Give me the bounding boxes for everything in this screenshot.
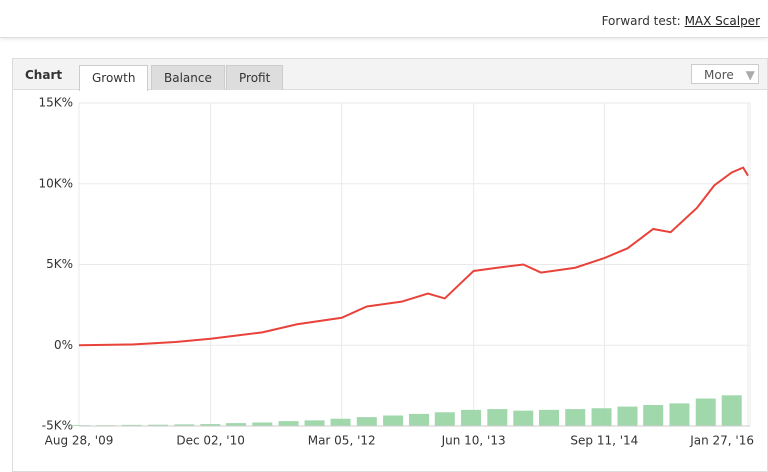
bar bbox=[304, 420, 325, 426]
bar bbox=[278, 421, 299, 426]
x-tick-label: Dec 02, '10 bbox=[176, 434, 245, 448]
x-tick-label: Jun 10, '13 bbox=[441, 434, 506, 448]
tab[interactable]: Profit bbox=[226, 65, 284, 90]
bar bbox=[174, 424, 195, 426]
bar bbox=[148, 424, 169, 426]
bar bbox=[591, 408, 612, 426]
bar bbox=[487, 409, 508, 426]
y-tick-label: 15K% bbox=[38, 96, 73, 110]
tab-bar: Chart Growth Balance Profit More ▼ bbox=[13, 59, 767, 91]
bar bbox=[434, 412, 455, 426]
bar bbox=[330, 418, 351, 426]
bar bbox=[695, 398, 716, 426]
y-tick-label: 5K% bbox=[46, 257, 73, 271]
label: Forward test: bbox=[601, 14, 681, 28]
bar bbox=[669, 403, 690, 426]
top-bar: Forward test: MAX Scalper bbox=[0, 0, 768, 38]
bar bbox=[565, 409, 586, 426]
bar bbox=[721, 395, 742, 426]
bar bbox=[643, 405, 664, 426]
y-tick-label: -5K% bbox=[42, 419, 73, 433]
bar bbox=[383, 415, 404, 426]
forward-test: Forward test: MAX Scalper bbox=[602, 14, 760, 28]
bar bbox=[513, 410, 534, 426]
bar bbox=[461, 409, 482, 426]
more-button[interactable]: More ▼ bbox=[691, 64, 759, 84]
bar bbox=[409, 413, 430, 426]
bar bbox=[200, 424, 221, 426]
x-tick-label: Sep 11, '14 bbox=[570, 434, 638, 448]
bar bbox=[121, 424, 142, 426]
link[interactable]: MAX Scalper bbox=[684, 14, 760, 28]
bar bbox=[226, 423, 247, 426]
x-tick-label: Aug 28, '09 bbox=[45, 434, 114, 448]
y-tick-label: 0% bbox=[54, 338, 73, 352]
bar bbox=[252, 422, 273, 426]
more-label: More bbox=[704, 68, 734, 82]
growth-line bbox=[78, 166, 749, 347]
bar bbox=[356, 417, 377, 426]
bar bbox=[538, 409, 559, 426]
tab[interactable]: Balance bbox=[151, 65, 225, 90]
x-tick-label: Mar 05, '12 bbox=[308, 434, 376, 448]
bar bbox=[617, 406, 638, 426]
x-tick-label: Jan 27, '16 bbox=[689, 434, 754, 448]
y-tick-label: 10K% bbox=[38, 176, 73, 190]
tab[interactable]: Growth bbox=[79, 65, 149, 91]
panel-title: Chart bbox=[25, 68, 63, 82]
